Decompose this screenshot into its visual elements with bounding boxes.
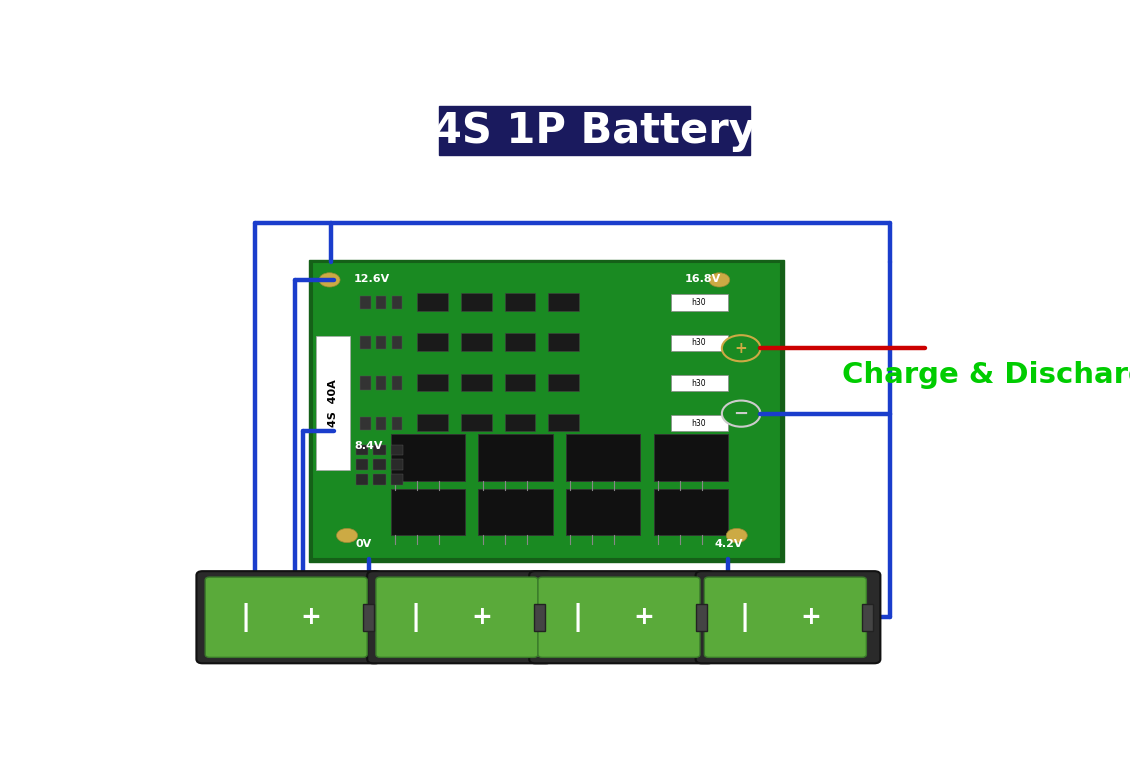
Bar [671, 374, 728, 391]
Bar [376, 377, 386, 390]
Bar [533, 604, 545, 631]
Text: +: + [734, 340, 748, 356]
Circle shape [337, 528, 357, 543]
Bar [356, 459, 368, 470]
Text: |: | [411, 603, 421, 631]
Text: 4.2V: 4.2V [715, 540, 744, 550]
Bar [373, 474, 385, 485]
Bar [653, 489, 728, 536]
Bar [360, 417, 371, 430]
Bar [478, 489, 553, 536]
FancyBboxPatch shape [367, 571, 551, 663]
Bar [391, 459, 403, 470]
Text: 8.4V: 8.4V [354, 442, 383, 452]
Bar [505, 374, 536, 391]
Bar [548, 414, 579, 432]
Circle shape [722, 335, 760, 361]
Text: h30: h30 [690, 298, 705, 307]
Bar [392, 296, 402, 310]
Text: 16.8V: 16.8V [685, 274, 721, 283]
Text: +: + [634, 605, 654, 629]
Bar [548, 334, 579, 351]
Bar [696, 604, 707, 631]
Bar [391, 474, 403, 485]
Bar [373, 445, 385, 455]
Bar [438, 107, 750, 155]
Bar [548, 293, 579, 311]
Bar [360, 337, 371, 350]
Bar [461, 374, 492, 391]
Bar [312, 262, 781, 559]
FancyBboxPatch shape [529, 571, 714, 663]
Bar [417, 414, 447, 432]
Bar [391, 445, 403, 455]
Circle shape [709, 273, 730, 287]
Bar [862, 604, 873, 631]
Text: 0V: 0V [356, 540, 372, 550]
Bar [461, 414, 492, 432]
Bar [417, 293, 447, 311]
Text: Charge & Discharge: Charge & Discharge [842, 361, 1130, 389]
Bar [417, 334, 447, 351]
Bar [360, 377, 371, 390]
Bar [373, 459, 385, 470]
Bar [392, 417, 402, 430]
Bar [548, 374, 579, 391]
Bar [376, 417, 386, 430]
Bar [360, 296, 371, 310]
Bar [392, 377, 402, 390]
Bar [461, 293, 492, 311]
Bar [461, 334, 492, 351]
Bar [505, 293, 536, 311]
Bar [363, 604, 374, 631]
Circle shape [319, 273, 340, 287]
Bar [417, 374, 447, 391]
Circle shape [727, 528, 747, 543]
Bar [391, 489, 466, 536]
Bar [671, 334, 728, 351]
Bar [671, 294, 728, 311]
Bar [308, 259, 784, 562]
FancyBboxPatch shape [197, 571, 381, 663]
Bar [376, 337, 386, 350]
Circle shape [722, 401, 760, 427]
FancyBboxPatch shape [704, 577, 867, 658]
Bar [391, 435, 466, 481]
Bar [356, 445, 368, 455]
Bar [566, 435, 641, 481]
Bar [566, 489, 641, 536]
Text: +: + [471, 605, 493, 629]
Text: −: − [733, 405, 749, 422]
FancyBboxPatch shape [538, 577, 699, 658]
Text: 4S  40A: 4S 40A [328, 379, 338, 427]
Bar [376, 296, 386, 310]
Text: h30: h30 [690, 418, 705, 428]
Bar [392, 337, 402, 350]
Bar [478, 435, 553, 481]
Text: h30: h30 [690, 338, 705, 347]
Bar [505, 334, 536, 351]
Text: h30: h30 [690, 378, 705, 388]
Text: |: | [739, 603, 749, 631]
Text: +: + [301, 605, 322, 629]
Text: |: | [241, 603, 251, 631]
Bar [671, 415, 728, 432]
Bar [505, 414, 536, 432]
FancyBboxPatch shape [696, 571, 880, 663]
Text: 12.6V: 12.6V [354, 274, 390, 283]
Bar [356, 474, 368, 485]
Bar [316, 337, 349, 470]
FancyBboxPatch shape [206, 577, 367, 658]
Text: |: | [573, 603, 583, 631]
Text: 4S 1P Battery: 4S 1P Battery [433, 110, 756, 151]
FancyBboxPatch shape [376, 577, 538, 658]
Bar [653, 435, 728, 481]
Text: +: + [800, 605, 820, 629]
